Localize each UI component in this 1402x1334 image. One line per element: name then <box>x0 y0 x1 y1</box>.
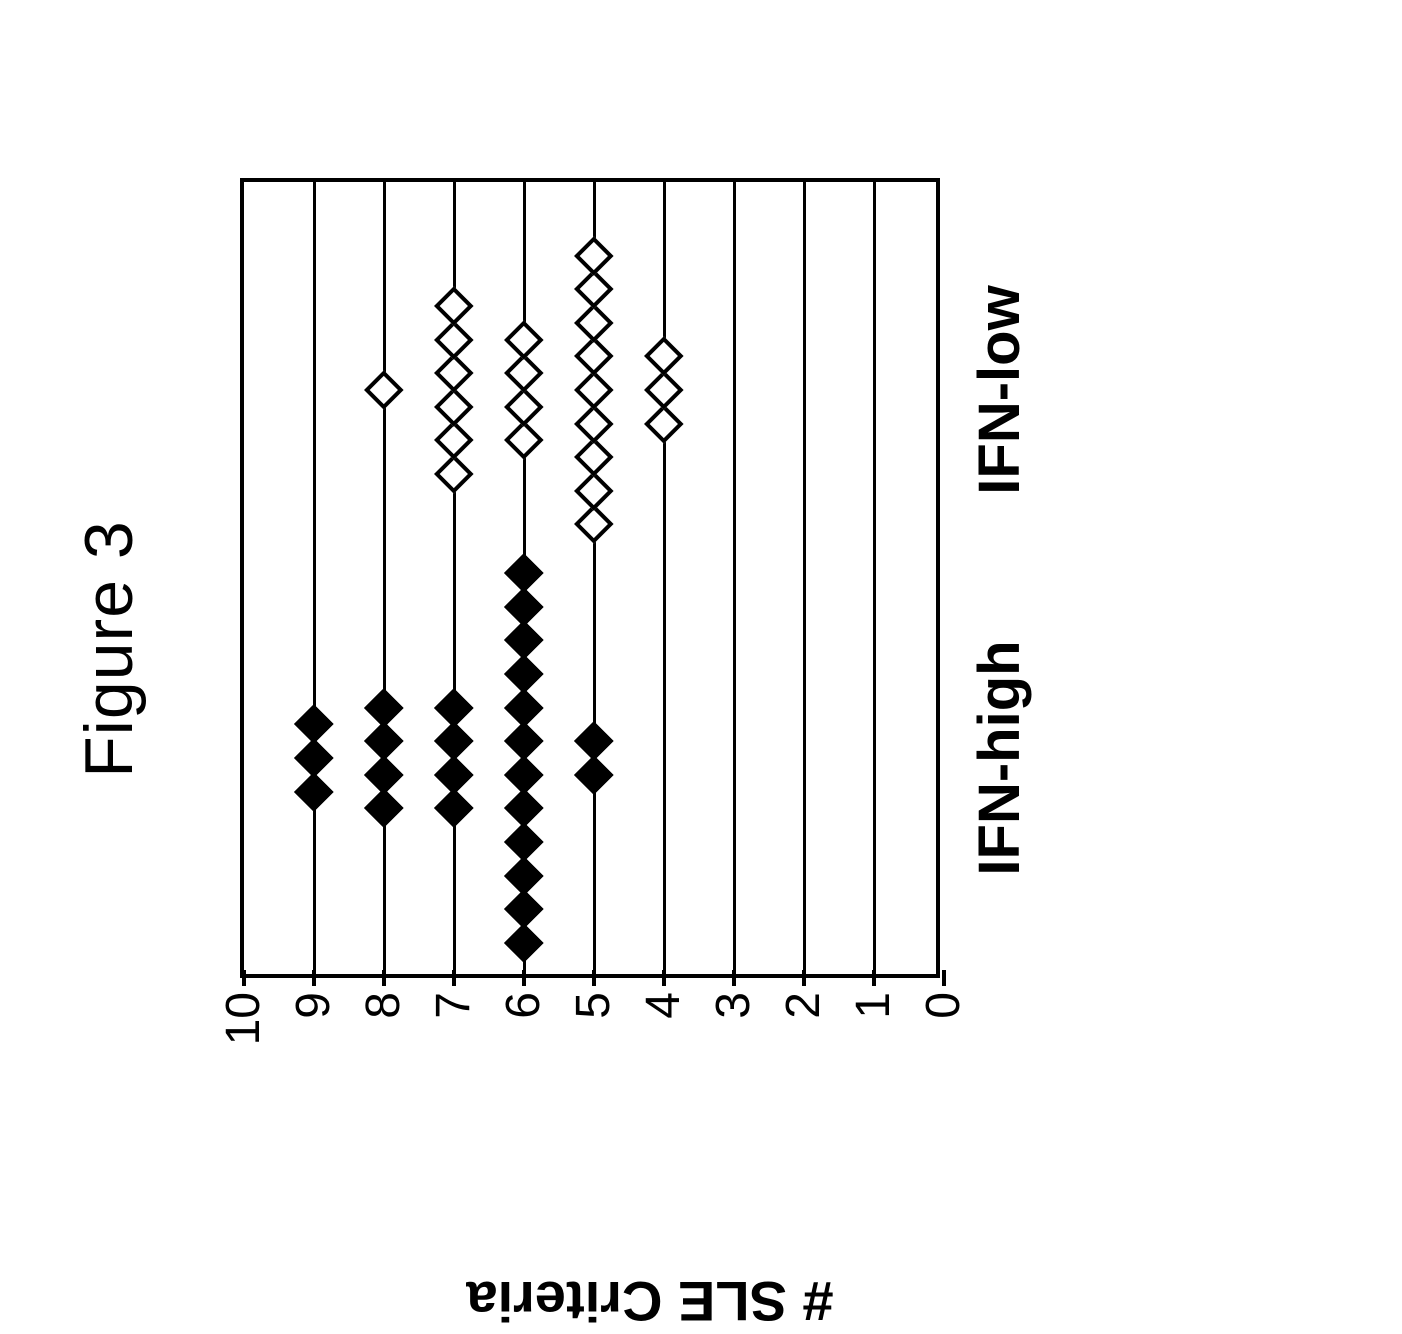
data-point-diamond <box>644 370 684 410</box>
gridline <box>803 182 806 974</box>
data-point-diamond <box>434 286 474 326</box>
data-point-diamond <box>574 236 614 276</box>
gridline <box>873 182 876 974</box>
data-point-diamond <box>504 822 544 862</box>
data-point-diamond <box>504 320 544 360</box>
data-point-diamond <box>294 738 334 778</box>
y-tick-label: 5 <box>570 974 618 1019</box>
gridline <box>383 182 386 974</box>
y-tick-label: 2 <box>780 974 828 1019</box>
gridline <box>663 182 666 974</box>
y-tick-label: 1 <box>850 974 898 1019</box>
data-point-diamond <box>504 654 544 694</box>
data-point-diamond <box>364 370 404 410</box>
plot-wrap: # SLE Criteria 012345678910IFN-highIFN-l… <box>200 128 1100 1108</box>
gridline <box>733 182 736 974</box>
x-category-label: IFN-low <box>966 285 1033 494</box>
data-point-diamond <box>434 688 474 728</box>
y-tick-label: 7 <box>430 974 478 1019</box>
plot-area: 012345678910IFN-highIFN-low <box>240 178 940 978</box>
y-tick-label: 6 <box>500 974 548 1019</box>
x-category-label: IFN-high <box>966 640 1033 875</box>
data-point-diamond <box>364 688 404 728</box>
data-point-diamond <box>574 721 614 761</box>
data-point-diamond <box>574 370 614 410</box>
data-point-diamond <box>504 553 544 593</box>
rotated-stage: Figure 3 # SLE Criteria 012345678910IFN-… <box>0 0 1402 1298</box>
gridline <box>313 182 316 974</box>
y-tick-label: 9 <box>290 974 338 1019</box>
y-tick-label: 4 <box>640 974 688 1019</box>
y-tick-label: 3 <box>710 974 758 1019</box>
y-axis-label: # SLE Criteria <box>466 1269 833 1334</box>
y-tick-label: 0 <box>920 974 968 1019</box>
data-point-diamond <box>644 336 684 376</box>
data-point-diamond <box>294 704 334 744</box>
figure-title: Figure 3 <box>70 0 148 1298</box>
data-point-diamond <box>434 454 474 494</box>
y-tick-label: 8 <box>360 974 408 1019</box>
y-tick-label: 10 <box>220 974 268 1045</box>
